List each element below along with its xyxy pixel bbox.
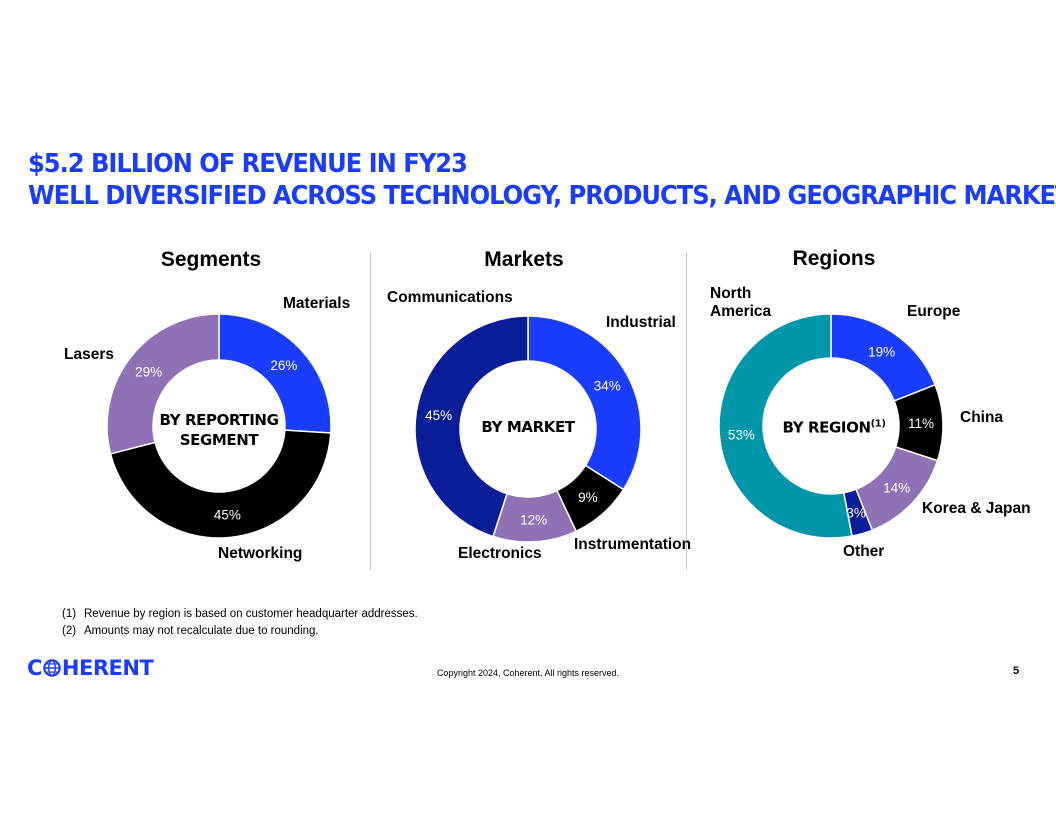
regions-data-label-korea-japan: 14%	[883, 481, 910, 496]
title-line-2: WELL DIVERSIFIED ACROSS TECHNOLOGY, PROD…	[28, 181, 1056, 211]
markets-slice-communications	[414, 315, 529, 538]
copyright: Copyright 2024, Coherent. All rights res…	[436, 668, 620, 678]
regions-data-label-europe: 19%	[868, 345, 895, 360]
markets-data-label-electronics: 12%	[520, 512, 547, 527]
label-communications: Communications	[387, 289, 513, 306]
globe-icon	[43, 659, 61, 677]
segments-data-label-networking: 45%	[214, 508, 241, 523]
title-line-1: $5.2 BILLION OF REVENUE IN FY23	[28, 149, 468, 179]
footnote-1-number: (1)	[62, 608, 77, 620]
label-korea-japan: Korea & Japan	[922, 500, 1031, 517]
footnotes: (1) Revenue by region is based on custome…	[62, 606, 418, 640]
page-number: 5	[1013, 665, 1020, 677]
segments-slice-networking	[109, 429, 332, 539]
divider-left	[370, 252, 371, 570]
regions-data-label-north-america: 53%	[728, 427, 755, 442]
logo-wordmark: HERENT	[61, 656, 154, 680]
center-label-segments: BY REPORTING SEGMENT	[160, 410, 279, 450]
footnote-2: (2) Amounts may not recalculate due to ro…	[62, 623, 418, 640]
label-lasers: Lasers	[64, 346, 114, 363]
footnote-2-text: Amounts may not recalculate due to round…	[84, 625, 319, 637]
segments-slice-lasers	[106, 313, 220, 455]
markets-data-label-industrial: 34%	[594, 378, 621, 393]
chart-title-markets: Markets	[484, 248, 564, 271]
label-networking: Networking	[218, 545, 303, 562]
label-north-america-line1: North	[710, 285, 752, 302]
footnote-1: (1) Revenue by region is based on custome…	[62, 606, 418, 623]
center-label-segments-line1: BY REPORTING	[159, 411, 279, 429]
footnote-1-text: Revenue by region is based on customer h…	[84, 608, 418, 620]
label-north-america: North America	[710, 285, 771, 321]
regions-data-label-china: 11%	[908, 416, 934, 431]
divider-right	[686, 252, 687, 570]
regions-data-label-other: 3%	[846, 505, 866, 520]
regions-slice-north-america	[718, 313, 853, 539]
center-label-markets-line1: BY MARKET	[481, 418, 575, 436]
footnote-2-number: (2)	[62, 625, 77, 637]
chart-title-segments: Segments	[160, 248, 262, 271]
label-europe: Europe	[907, 303, 961, 320]
center-label-regions-line1: BY REGION	[782, 418, 871, 437]
segments-slice-materials	[218, 313, 332, 434]
segments-data-label-materials: 26%	[270, 358, 297, 373]
markets-data-label-communications: 45%	[425, 408, 452, 423]
logo-letter-c: C	[27, 656, 42, 680]
center-label-regions: BY REGION(1)	[783, 415, 886, 438]
label-north-america-line2: America	[710, 303, 772, 320]
center-label-regions-sup: (1)	[870, 418, 886, 430]
segments-data-label-lasers: 29%	[135, 364, 162, 379]
label-china: China	[960, 409, 1004, 426]
center-label-markets: BY MARKET	[481, 417, 575, 437]
label-other: Other	[843, 543, 885, 560]
center-label-segments-line2: SEGMENT	[179, 431, 259, 449]
page-title: $5.2 BILLION OF REVENUE IN FY23 WELL DIV…	[28, 148, 1056, 212]
label-instrumentation: Instrumentation	[574, 536, 692, 553]
coherent-logo: C HERENT	[27, 656, 154, 680]
label-industrial: Industrial	[606, 314, 676, 331]
label-electronics: Electronics	[458, 545, 542, 562]
markets-slice-industrial	[527, 315, 642, 491]
chart-title-regions: Regions	[792, 247, 876, 270]
markets-data-label-instrumentation: 9%	[578, 490, 598, 505]
label-materials: Materials	[283, 295, 351, 312]
